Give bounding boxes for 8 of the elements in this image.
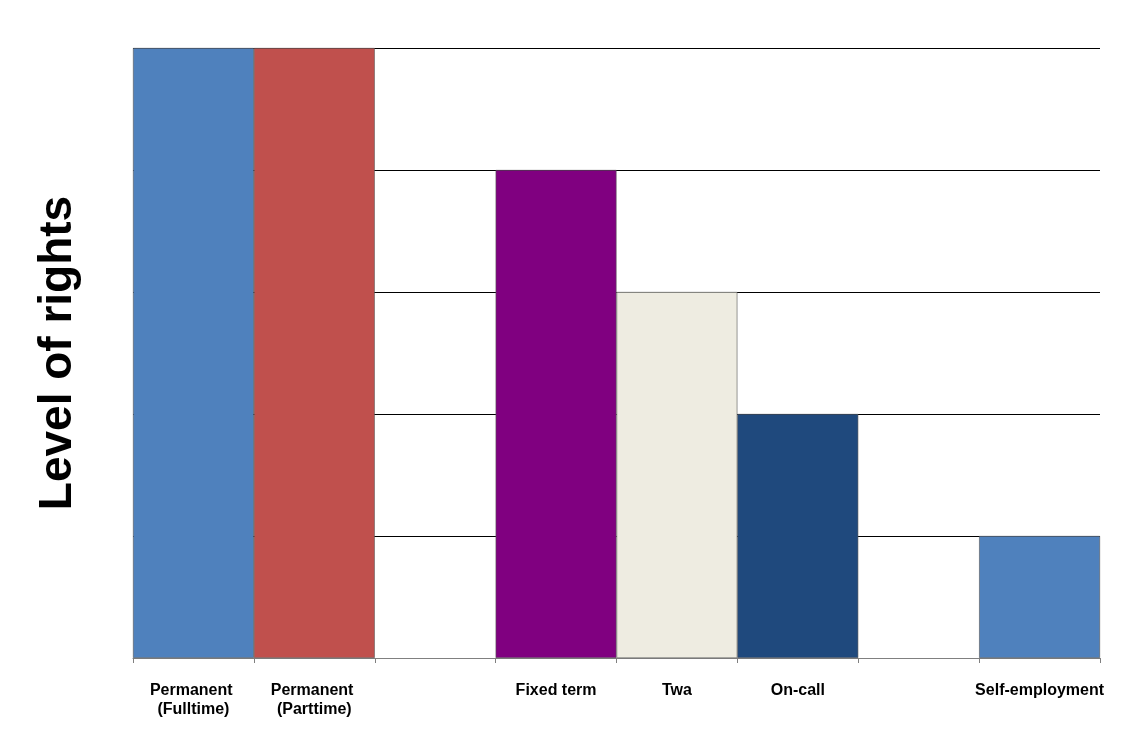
- y-axis-title: Level of rights: [29, 195, 81, 511]
- x-tick-label: Permanent (Parttime): [270, 681, 358, 717]
- x-tick-label: Twa: [661, 681, 692, 698]
- bar: [979, 536, 1100, 658]
- x-tick-label: Fixed term: [515, 681, 597, 698]
- x-tick-label: Permanent (Fulltime): [149, 681, 238, 717]
- x-tick-label: Self-employment: [975, 681, 1105, 698]
- x-tick-label: On-call: [770, 681, 825, 698]
